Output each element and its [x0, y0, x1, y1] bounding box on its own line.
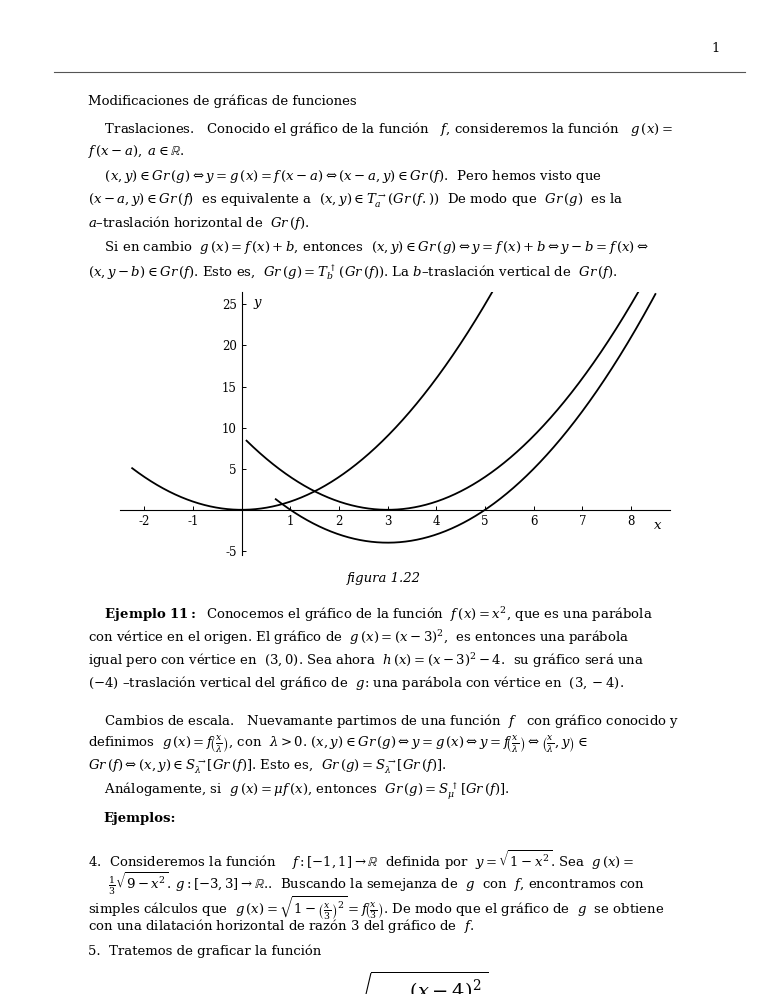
Text: $f\,(x-a),\; a \in \mathbb{R}.$: $f\,(x-a),\; a \in \mathbb{R}.$ — [88, 143, 185, 160]
Text: $\mathbf{Ejemplo\ 11:}$  Conocemos el gráfico de la función  $f\,(x) = x^2$, que: $\mathbf{Ejemplo\ 11:}$ Conocemos el grá… — [88, 605, 653, 624]
Text: y: y — [254, 296, 261, 309]
Text: simples cálculos que  $g\,(x) = \sqrt{1-\left(\frac{x}{3}\right)^2} = f\!\left(\: simples cálculos que $g\,(x) = \sqrt{1-\… — [88, 894, 664, 921]
Text: igual pero con vértice en  $(3, 0)$. Sea ahora  $h\,(x) = (x-3)^2 - 4$.  su gráf: igual pero con vértice en $(3, 0)$. Sea … — [88, 651, 644, 670]
Text: $Gr\,(f) \Leftrightarrow (x,y) \in S_\lambda^{\rightarrow}[Gr\,(f)]$. Esto es,  : $Gr\,(f) \Leftrightarrow (x,y) \in S_\la… — [88, 758, 447, 776]
Text: 1: 1 — [712, 42, 720, 55]
Text: Ejemplos:: Ejemplos: — [104, 812, 176, 825]
Text: $(x, y) \in Gr\,(g) \Leftrightarrow y = g\,(x) = f\,(x-a) \Leftrightarrow (x-a, : $(x, y) \in Gr\,(g) \Leftrightarrow y = … — [88, 168, 602, 185]
Text: Cambios de escala.   Nuevamante partimos de una función  $f$   con gráfico conoc: Cambios de escala. Nuevamante partimos d… — [88, 712, 680, 730]
Text: figura 1.22: figura 1.22 — [347, 572, 421, 585]
Text: $a$–traslación horizontal de  $Gr\,(f)$.: $a$–traslación horizontal de $Gr\,(f)$. — [88, 214, 310, 232]
Text: $(-4)$ –traslación vertical del gráfico de  $g$: una parábola con vértice en  $(: $(-4)$ –traslación vertical del gráfico … — [88, 674, 624, 692]
Text: x: x — [654, 519, 661, 532]
Text: 4.  Consideremos la función    $f : [-1,1] \rightarrow \mathbb{R}$  definida por: 4. Consideremos la función $f : [-1,1] \… — [88, 848, 634, 872]
Text: con una dilatación horizontal de razón 3 del gráfico de  $f$.: con una dilatación horizontal de razón 3… — [88, 917, 475, 935]
Text: 5.  Tratemos de graficar la función: 5. Tratemos de graficar la función — [88, 945, 322, 958]
Text: $(x, y-b) \in Gr\,(f)$. Esto es,  $Gr\,(g) = T_b^{\uparrow}(Gr\,(f))$. La $b$–tr: $(x, y-b) \in Gr\,(f)$. Esto es, $Gr\,(g… — [88, 262, 618, 281]
Text: definimos  $g\,(x) = f\!\left(\frac{x}{\lambda}\right)$, con  $\lambda > 0$. $(x: definimos $g\,(x) = f\!\left(\frac{x}{\l… — [88, 735, 588, 755]
Text: $h\,(x) = 2\sqrt{1 - \dfrac{(x-4)^2}{9}}\,.$: $h\,(x) = 2\sqrt{1 - \dfrac{(x-4)^2}{9}}… — [272, 969, 496, 994]
Text: $\frac{1}{3}\sqrt{9-x^2}$. $g : [-3,3] \rightarrow \mathbb{R}$..  Buscando la se: $\frac{1}{3}\sqrt{9-x^2}$. $g : [-3,3] \… — [108, 871, 644, 898]
Text: $(x-a, y) \in Gr\,(f)$  es equivalente a  $(x, y) \in T_a^{\rightarrow}(Gr\,(f.): $(x-a, y) \in Gr\,(f)$ es equivalente a … — [88, 191, 624, 209]
Text: Análogamente, si  $g\,(x) = \mu f\,(x)$, entonces  $Gr\,(g) = S_\mu^{\uparrow}[G: Análogamente, si $g\,(x) = \mu f\,(x)$, … — [88, 781, 510, 802]
Text: Traslaciones.   Conocido el gráfico de la función   $f$, consideremos la función: Traslaciones. Conocido el gráfico de la … — [88, 120, 674, 138]
Text: con vértice en el origen. El gráfico de  $g\,(x) = (x-3)^2$,  es entonces una pa: con vértice en el origen. El gráfico de … — [88, 628, 630, 647]
Text: Modificaciones de gráficas de funciones: Modificaciones de gráficas de funciones — [88, 95, 357, 108]
Text: Si en cambio  $g\,(x) = f\,(x)+b$, entonces  $(x, y) \in Gr\,(g) \Leftrightarrow: Si en cambio $g\,(x) = f\,(x)+b$, entonc… — [88, 239, 650, 256]
